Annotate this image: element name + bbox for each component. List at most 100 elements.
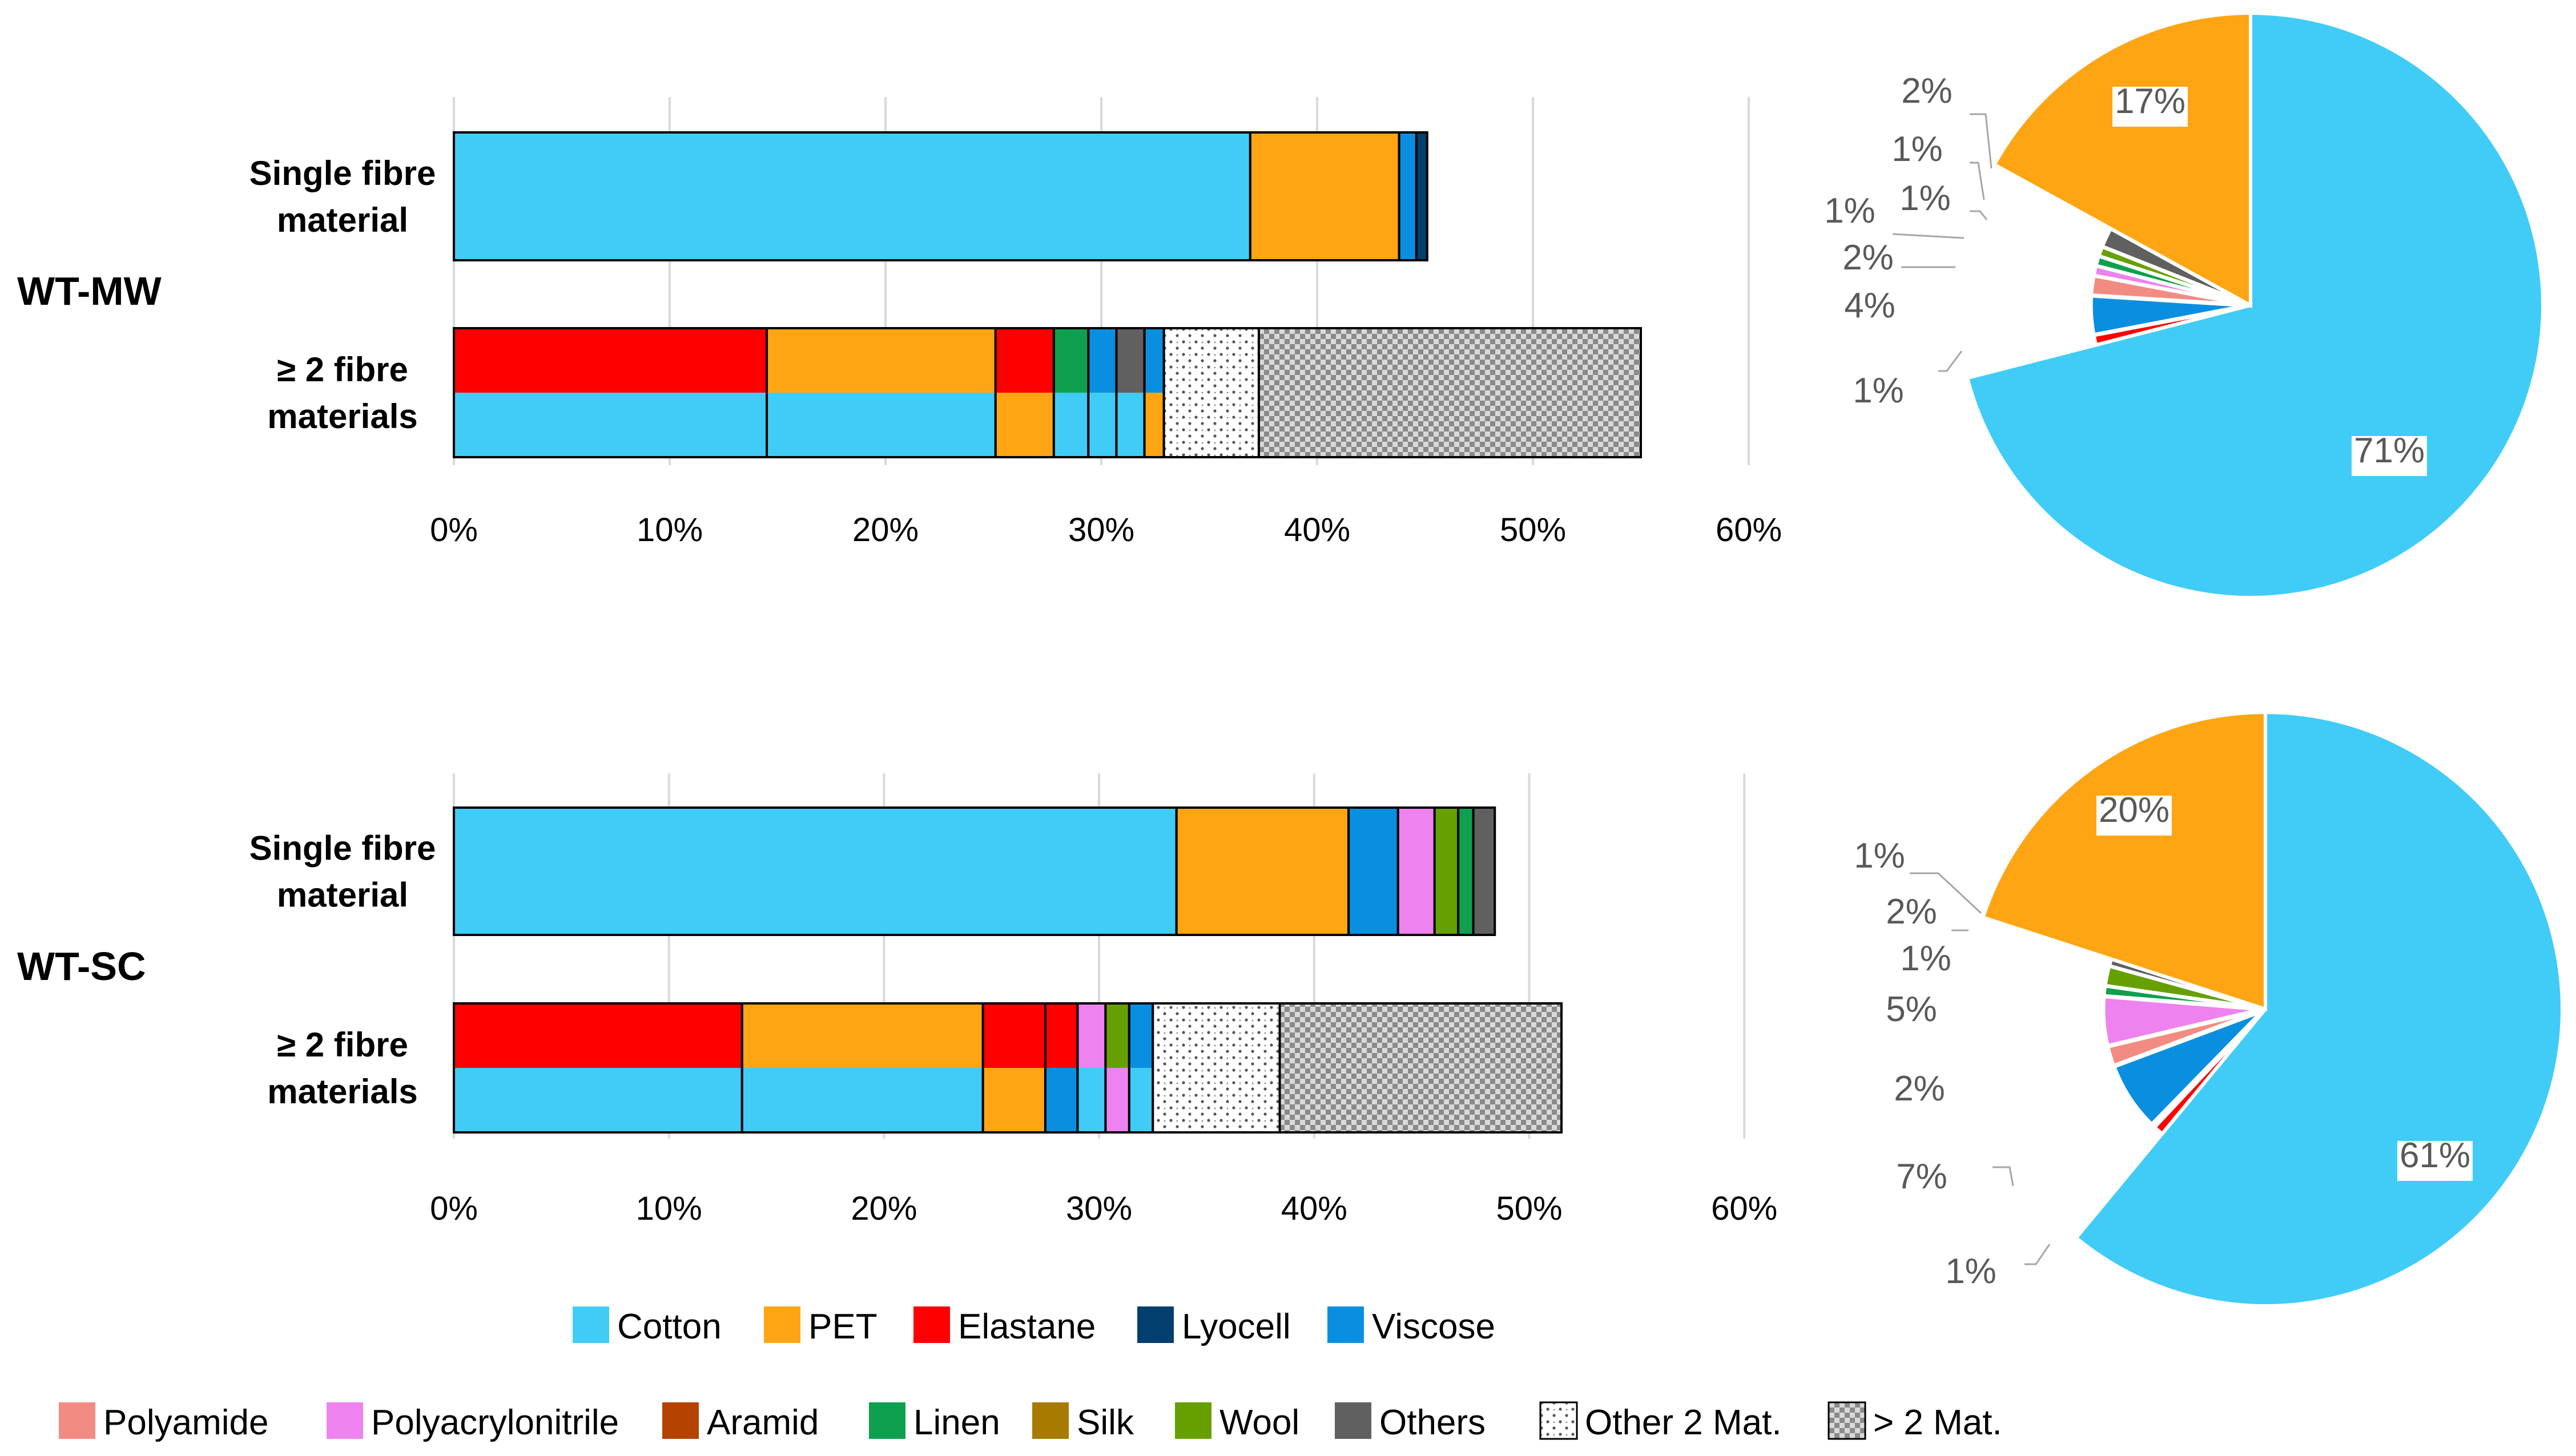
legend-swatch-other-2-mat (1539, 1401, 1578, 1440)
legend-swatch-pet (764, 1306, 800, 1343)
bar-segment-polyacrylonitrile (1396, 806, 1436, 936)
pie-label-others: 1% (1854, 836, 1905, 876)
pie-label-others: 2% (1901, 71, 1953, 111)
x-tick-label: 30% (1066, 1190, 1132, 1227)
category-label: ≥ 2 fibre (277, 350, 408, 389)
legend-label-elastane: Elastane (958, 1307, 1096, 1346)
legend-swatch-lyocell (1137, 1306, 1174, 1343)
pie-slice-viscose (2112, 1010, 2263, 1127)
pie-label-wool: 2% (1886, 892, 1937, 931)
pie-label-elastane: 1% (1945, 1252, 1997, 1291)
legend-label-linen: Linen (913, 1403, 1000, 1442)
pie-label-box (2397, 1141, 2473, 1181)
x-tick-label: 20% (852, 511, 919, 548)
bar-segment-cotton (454, 393, 767, 457)
category-label: materials (267, 1072, 418, 1111)
x-tick-label: 10% (637, 511, 703, 548)
bar-segment-viscose (1144, 328, 1164, 393)
bar-segment-pet (995, 393, 1054, 457)
bar-segment-lyocell (1415, 131, 1428, 261)
pie-label-polyacrylonitrile: 5% (1886, 990, 1937, 1029)
legend-label-lyocell: Lyocell (1182, 1307, 1291, 1346)
pie-label-pet: 20% (2099, 790, 2170, 830)
legend-label-2-mat: > 2 Mat. (1873, 1403, 2002, 1442)
legend-swatch-polyacrylonitrile (327, 1402, 363, 1439)
leader-line (1938, 350, 1963, 372)
pie-label-cotton: 61% (2400, 1136, 2470, 1175)
x-tick-label: 20% (851, 1190, 917, 1227)
bar-segment-cotton (1088, 393, 1117, 457)
legend-swatch-2-mat (1828, 1401, 1866, 1440)
pie-slice-pet (1992, 11, 2252, 309)
legend-label-wool: Wool (1219, 1403, 1299, 1442)
pie-label-viscose: 7% (1896, 1157, 1947, 1196)
x-tick-label: 0% (430, 1190, 478, 1227)
legend-swatch-viscose (1327, 1306, 1364, 1343)
bar-segment-cotton (453, 806, 1178, 936)
pie-label-linen: 1% (1900, 939, 1951, 978)
category-label: material (277, 876, 408, 914)
legend-label-polyamide: Polyamide (103, 1403, 268, 1442)
bar-segment-wool (1433, 806, 1460, 936)
legend-swatch-aramid (662, 1402, 699, 1439)
pie-label-cotton: 71% (2354, 431, 2425, 470)
legend-swatch-wool (1175, 1402, 1211, 1439)
pie-label-polyamide: 2% (1894, 1069, 1945, 1108)
bar-segment-pet (1144, 393, 1164, 457)
leader-line (1970, 113, 1993, 169)
bar-segment-cotton (742, 1068, 983, 1132)
x-tick-label: 10% (636, 1190, 702, 1227)
x-tick-label: 50% (1496, 1190, 1562, 1227)
legend-label-others: Others (1379, 1403, 1486, 1442)
legend-swatch-linen (869, 1402, 905, 1439)
bar-segment-viscose (1347, 806, 1399, 936)
bar-segment-cotton (767, 393, 996, 457)
bar-segment-elastane (983, 1003, 1045, 1068)
panel-wt-mw: 0% 10% 20% 30% 40% 50% 60% WT-MW Single fibre mat… (17, 97, 1782, 548)
bar-segment-viscose (1088, 328, 1117, 393)
bar-segment-linen (1053, 328, 1089, 393)
pie-label-polyacrylonitrile: 1% (1824, 191, 1875, 231)
pie-slice-pet (1981, 710, 2267, 1012)
panel-label: WT-MW (17, 269, 162, 313)
bar-segment-pet (983, 1068, 1045, 1132)
bar-segment-polyacrylonitrile (1077, 1003, 1106, 1068)
leader-line (1993, 1166, 2014, 1187)
category-label: ≥ 2 fibre (277, 1026, 408, 1064)
pie-label-viscose: 4% (1844, 286, 1895, 325)
bar-segment-others (1472, 806, 1496, 936)
legend-label-polyacrylonitrile: Polyacrylonitrile (371, 1403, 619, 1442)
bar-segment-elastane (1045, 1003, 1078, 1068)
bar-segment-linen (1457, 806, 1475, 936)
legend-label-aramid: Aramid (707, 1403, 819, 1442)
bar-segment-2-mat (1278, 1002, 1563, 1134)
legend-label-silk: Silk (1077, 1403, 1134, 1442)
leader-line (2024, 1244, 2051, 1265)
leader-line (1910, 872, 1982, 914)
leader-line (1970, 162, 1985, 200)
pie-label-pet: 17% (2115, 82, 2185, 121)
bar-segment-cotton (1053, 393, 1089, 457)
leader-line (1970, 210, 1988, 220)
bar-segment-cotton (1129, 1068, 1153, 1132)
legend-label-pet: PET (808, 1307, 878, 1346)
bar-segment-cotton (454, 1068, 742, 1132)
pie-label-box (2352, 436, 2427, 476)
x-tick-label: 30% (1068, 511, 1134, 548)
bar-segment-viscose (1045, 1068, 1078, 1132)
bar-segment-cotton (1077, 1068, 1106, 1132)
legend-swatch-silk (1032, 1402, 1069, 1439)
panel-label: WT-SC (17, 944, 146, 989)
bar-segment-elastane (995, 328, 1054, 393)
x-tick-label: 50% (1500, 511, 1566, 548)
bar-segment-elastane (454, 328, 767, 393)
bar-segment-wool (1105, 1003, 1129, 1068)
bar-segment-cotton (1116, 393, 1145, 457)
legend-label-cotton: Cotton (617, 1307, 722, 1346)
x-tick-label: 0% (430, 511, 478, 548)
bar-segment-others (1116, 328, 1145, 393)
bar-segment-elastane (454, 1003, 742, 1068)
panel-wt-sc: 0% 10% 20% 30% 40% 50% 60% WT-SC Single fibre mat… (17, 773, 1777, 1227)
pie-label-polyamide: 2% (1842, 238, 1894, 277)
